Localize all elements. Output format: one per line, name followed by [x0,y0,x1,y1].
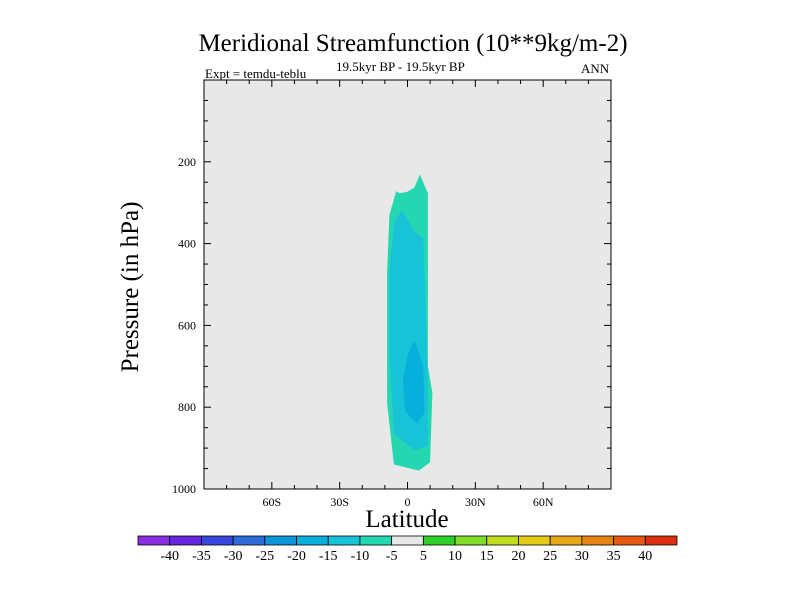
colorbar-swatch [296,535,329,546]
colorbar-label: 35 [607,549,621,564]
colorbar-label: 10 [448,549,462,564]
colorbar-swatch [137,535,171,546]
colorbar-swatch [518,535,551,546]
chart-title: Meridional Streamfunction (10**9kg/m-2) [198,30,628,57]
colorbar-label: -35 [192,549,211,564]
colorbar-label: -5 [386,549,398,564]
colorbar-label: 30 [575,549,589,564]
contour-layer [387,174,433,471]
x-tick-label: 60N [533,495,554,509]
colorbar-swatch [201,535,234,546]
colorbar-swatch [644,535,678,546]
contour-region [403,339,425,424]
colorbar-swatch [232,535,266,546]
x-tick-label: 0 [405,495,411,509]
colorbar-swatch [169,535,202,546]
colorbar-label: -30 [224,549,243,564]
colorbar-label: 20 [511,549,525,564]
y-tick-label: 400 [178,237,196,251]
colorbar-label: 25 [543,549,557,564]
colorbar-label: -25 [255,549,274,564]
x-tick-label: 60S [262,495,281,509]
y-tick-label: 1000 [172,482,196,496]
colorbar-swatch [327,535,361,546]
colorbar-label: -40 [160,549,179,564]
axes-layer: 60S 30S 0 30N 60N 200 400 600 800 1000 [172,80,611,509]
colorbar-swatch [581,535,614,546]
colorbar-label: 40 [638,549,652,564]
colorbar-label: -20 [287,549,306,564]
colorbar-swatch [549,535,583,546]
colorbar-swatch [264,535,297,546]
y-tick-label: 200 [178,155,196,169]
colorbar-swatch [486,535,519,546]
colorbar-label: -15 [319,549,338,564]
colorbar: -40 -35 -30 -25 -20 -15 -10 -5 5 10 15 20 25 30 35 40 [137,535,678,564]
colorbar-swatch [359,535,393,546]
y-tick-label: 800 [178,400,196,414]
colorbar-swatch [422,535,456,546]
colorbar-label: 15 [480,549,494,564]
x-tick-label: 30S [330,495,349,509]
colorbar-swatch [454,535,488,546]
y-tick-label: 600 [178,318,196,332]
x-axis-label: Latitude [365,506,449,533]
x-tick-label: 30N [465,495,486,509]
colorbar-swatch [391,535,424,546]
colorbar-label: -10 [351,549,370,564]
period-label: 19.5kyr BP - 19.5kyr BP [336,59,465,74]
experiment-label: Expt = temdu-teblu [205,66,307,81]
colorbar-swatch [613,535,646,546]
colorbar-label: 5 [420,549,427,564]
season-label: ANN [581,61,610,76]
